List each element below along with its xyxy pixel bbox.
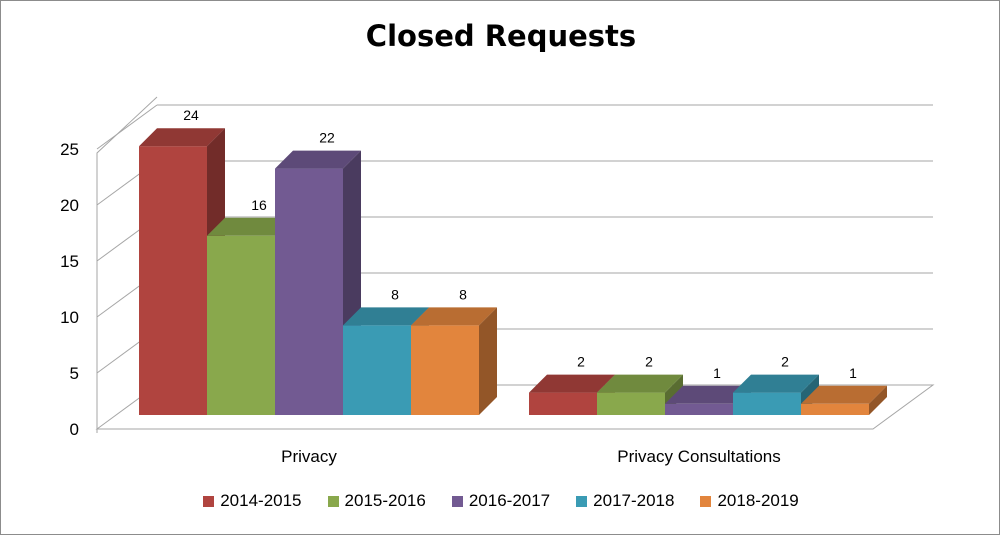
bar-front [801, 403, 869, 415]
data-label: 1 [713, 365, 721, 381]
legend-label: 2018-2019 [717, 491, 799, 510]
data-label: 2 [781, 354, 789, 370]
x-category-label: Privacy [281, 447, 337, 466]
legend-swatch [700, 495, 712, 507]
side-wall-edge [96, 96, 158, 433]
x-category-label: Privacy Consultations [617, 447, 780, 466]
legend-label: 2015-2016 [344, 491, 426, 510]
bar-top [343, 307, 429, 326]
legend-item: 2017-2018 [576, 491, 674, 511]
legend-swatch [327, 495, 339, 507]
bar-front [411, 325, 479, 415]
legend-item: 2016-2017 [451, 491, 551, 511]
legend-swatch [203, 495, 215, 507]
legend: 2014-2015 2015-2016 2016-2017 2017-2018 2018… [1, 491, 1000, 511]
data-label: 8 [391, 286, 399, 302]
data-label: 16 [251, 197, 267, 213]
y-tick-label: 25 [60, 140, 79, 159]
bar [411, 307, 497, 415]
floor [95, 384, 935, 430]
y-tick-label: 15 [60, 252, 79, 271]
bar-top [801, 385, 887, 404]
bar-front [529, 392, 597, 415]
bar-top [139, 128, 225, 147]
y-tick-label: 5 [70, 364, 79, 383]
bar-front [275, 168, 343, 415]
bar-front [733, 392, 801, 415]
bar-top [529, 374, 615, 393]
legend-item: 2015-2016 [327, 491, 426, 511]
data-label: 24 [183, 107, 199, 123]
bar-top [275, 150, 361, 169]
legend-label: 2014-2015 [220, 491, 302, 510]
bar-front [207, 235, 275, 415]
bar-top [733, 374, 819, 393]
data-label: 2 [577, 354, 585, 370]
legend-swatch [576, 495, 588, 507]
y-tick-label: 20 [60, 196, 79, 215]
bar-side [479, 307, 497, 415]
bar-side [869, 385, 887, 415]
bar-top [665, 385, 751, 404]
bar-front [343, 325, 411, 415]
legend-item: 2014-2015 [203, 491, 302, 511]
data-label: 1 [849, 365, 857, 381]
bar-top [411, 307, 497, 326]
legend-swatch [451, 495, 463, 507]
bar-front [139, 146, 207, 415]
y-tick-label: 0 [70, 420, 79, 439]
data-label: 8 [459, 286, 467, 302]
legend-label: 2016-2017 [468, 491, 551, 510]
gridline-diagonal [96, 104, 158, 150]
chart-title: Closed Requests [365, 19, 637, 53]
bar-front [665, 403, 733, 415]
legend-item: 2018-2019 [700, 491, 799, 511]
data-label: 22 [319, 130, 335, 146]
bar-top [207, 217, 293, 236]
bar-front [597, 392, 665, 415]
legend-label: 2017-2018 [593, 491, 675, 510]
bar [733, 374, 819, 415]
data-label: 2 [645, 354, 653, 370]
bar [801, 385, 887, 415]
bar-top [597, 374, 683, 393]
y-tick-label: 10 [60, 308, 79, 327]
